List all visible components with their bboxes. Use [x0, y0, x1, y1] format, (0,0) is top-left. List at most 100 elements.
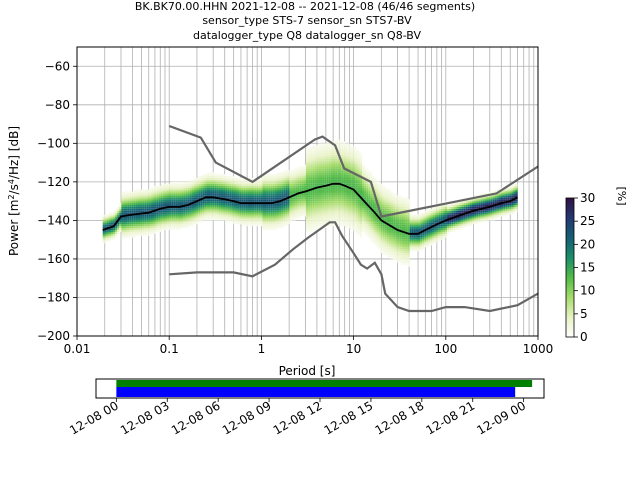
heatmap-cell: [191, 216, 194, 219]
heatmap-cell: [343, 178, 346, 180]
heatmap-cell: [220, 178, 224, 180]
heatmap-cell: [264, 220, 267, 223]
heatmap-cell: [339, 220, 342, 223]
heatmap-cell: [459, 222, 462, 225]
heatmap-cell: [247, 187, 250, 190]
heatmap-cell: [254, 210, 257, 213]
heatmap-cell: [233, 181, 236, 184]
heatmap-cell: [299, 176, 302, 179]
heatmap-cell: [444, 228, 448, 231]
heatmap-cell: [110, 230, 114, 232]
heatmap-cell: [415, 218, 419, 221]
heatmap-cell: [276, 210, 280, 213]
heatmap-cell: [370, 222, 373, 225]
heatmap-cell: [237, 208, 240, 211]
heatmap-cell: [393, 193, 396, 196]
heatmap-cell: [337, 203, 340, 205]
heatmap-cell: [370, 224, 373, 227]
heatmap-cell: [353, 178, 356, 180]
heatmap-cell: [274, 218, 277, 221]
heatmap-cell: [106, 220, 109, 223]
heatmap-cell: [378, 214, 381, 217]
heatmap-cell: [320, 158, 323, 161]
heatmap-cell: [380, 199, 383, 202]
heatmap-cell: [162, 199, 165, 202]
heatmap-cell: [272, 199, 275, 202]
heatmap-cell: [214, 208, 217, 211]
heatmap-cell: [293, 206, 296, 209]
heatmap-cell: [320, 197, 323, 200]
heatmap-cell: [411, 230, 414, 232]
heatmap-cell: [146, 195, 149, 198]
heatmap-cell: [384, 187, 387, 190]
heatmap-cell: [295, 176, 298, 179]
heatmap-cell: [399, 218, 402, 221]
heatmap-cell: [258, 204, 261, 207]
heatmap-cell: [214, 212, 217, 215]
heatmap-cell: [210, 187, 213, 190]
heatmap-cell: [235, 210, 238, 213]
heatmap-cell: [220, 193, 224, 196]
heatmap-cell: [220, 183, 224, 186]
heatmap-cell: [119, 206, 122, 209]
heatmap-cell: [289, 199, 292, 202]
heatmap-cell: [264, 197, 267, 200]
heatmap-cell: [442, 230, 445, 232]
heatmap-cell: [198, 176, 201, 179]
heatmap-cell: [266, 222, 269, 225]
heatmap-cell: [173, 216, 176, 219]
heatmap-cell: [158, 220, 161, 223]
heatmap-cell: [260, 197, 263, 200]
heatmap-cell: [283, 206, 286, 209]
heatmap-cell: [308, 204, 311, 207]
heatmap-cell: [314, 162, 317, 165]
heatmap-cell: [474, 195, 477, 198]
heatmap-cell: [262, 224, 265, 227]
heatmap-cell: [345, 201, 348, 204]
heatmap-cell: [345, 145, 348, 148]
heatmap-cell: [148, 195, 151, 198]
heatmap-cell: [158, 206, 161, 209]
heatmap-cell: [177, 203, 180, 205]
heatmap-cell: [303, 166, 307, 169]
heatmap-cell: [407, 216, 410, 219]
heatmap-cell: [339, 143, 342, 146]
heatmap-cell: [225, 210, 228, 213]
heatmap-cell: [364, 208, 367, 211]
heatmap-cell: [276, 185, 280, 188]
heatmap-cell: [131, 212, 134, 215]
heatmap-cell: [289, 179, 292, 182]
heatmap-cell: [424, 220, 427, 223]
heatmap-cell: [223, 179, 226, 182]
heatmap-cell: [204, 218, 207, 221]
heatmap-cell: [355, 203, 358, 205]
heatmap-cell: [239, 189, 242, 192]
heatmap-cell: [179, 216, 182, 219]
heatmap-cell: [137, 231, 141, 234]
heatmap-cell: [297, 174, 300, 177]
heatmap-cell: [382, 228, 385, 231]
heatmap-cell: [254, 218, 257, 221]
heatmap-cell: [345, 195, 348, 198]
heatmap-cell: [121, 220, 124, 223]
heatmap-cell: [262, 203, 265, 205]
heatmap-cell: [117, 230, 120, 232]
heatmap-cell: [220, 195, 224, 198]
heatmap-cell: [243, 212, 246, 215]
heatmap-cell: [162, 201, 165, 204]
heatmap-cell: [266, 204, 269, 207]
heatmap-cell: [432, 220, 435, 223]
heatmap-cell: [173, 228, 176, 231]
heatmap-cell: [258, 193, 261, 196]
heatmap-cell: [173, 222, 176, 225]
heatmap-cell: [362, 172, 365, 175]
heatmap-cell: [438, 224, 441, 227]
heatmap-cell: [351, 147, 354, 150]
heatmap-cell: [152, 201, 155, 204]
heatmap-cell: [249, 216, 253, 219]
heatmap-cell: [272, 176, 275, 179]
heatmap-cell: [135, 191, 138, 194]
heatmap-cell: [135, 199, 138, 202]
heatmap-cell: [297, 199, 300, 202]
heatmap-cell: [144, 230, 147, 232]
